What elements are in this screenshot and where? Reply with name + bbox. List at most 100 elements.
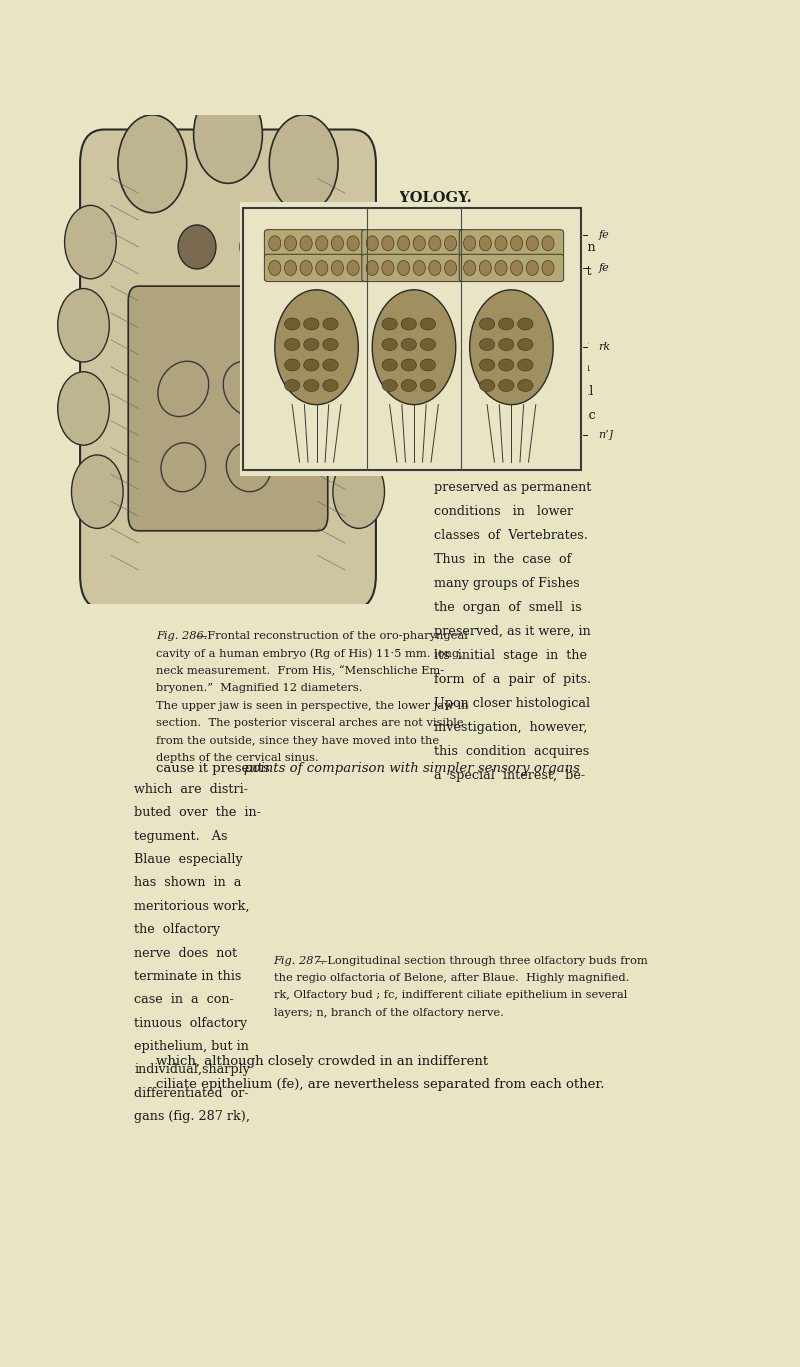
Text: fe: fe <box>598 230 609 241</box>
Ellipse shape <box>526 260 538 275</box>
Ellipse shape <box>526 235 538 250</box>
Circle shape <box>401 380 417 391</box>
Circle shape <box>71 455 123 529</box>
Circle shape <box>518 360 533 370</box>
Text: tinuous  olfactory: tinuous olfactory <box>134 1017 247 1029</box>
Ellipse shape <box>372 290 456 405</box>
Circle shape <box>479 319 494 329</box>
Ellipse shape <box>382 260 394 275</box>
Text: depths of the cervical sinus.: depths of the cervical sinus. <box>156 753 318 763</box>
Circle shape <box>304 339 319 350</box>
Ellipse shape <box>269 260 281 275</box>
Circle shape <box>333 455 385 529</box>
Circle shape <box>382 319 398 329</box>
Circle shape <box>401 339 417 350</box>
Ellipse shape <box>429 235 441 250</box>
Text: points of comparison with simpler sensory organs: points of comparison with simpler sensor… <box>245 761 580 775</box>
Circle shape <box>382 360 398 370</box>
Ellipse shape <box>284 235 297 250</box>
Circle shape <box>479 339 494 350</box>
Ellipse shape <box>463 260 476 275</box>
Text: fe: fe <box>598 262 609 273</box>
Text: form  of  a  pair  of  pits.: form of a pair of pits. <box>434 673 590 686</box>
Text: life,  in  Mammals  for: life, in Mammals for <box>434 433 576 446</box>
Text: Fig. 286.: Fig. 286. <box>156 632 207 641</box>
Ellipse shape <box>398 260 410 275</box>
Circle shape <box>420 360 435 370</box>
Circle shape <box>498 339 514 350</box>
Text: case  in  a  con-: case in a con- <box>134 994 234 1006</box>
Text: its  initial  stage  in  the: its initial stage in the <box>434 649 586 662</box>
Text: which  are  distri-: which are distri- <box>134 783 248 796</box>
Text: Blaue  especially: Blaue especially <box>134 853 243 867</box>
Circle shape <box>304 360 319 370</box>
Text: organ of smell acquires: organ of smell acquires <box>434 216 585 230</box>
Ellipse shape <box>366 235 378 250</box>
Circle shape <box>118 115 186 213</box>
Text: has  shown  in  a: has shown in a <box>134 876 242 890</box>
Text: preserved, as it were, in: preserved, as it were, in <box>434 625 590 637</box>
FancyBboxPatch shape <box>459 254 564 282</box>
Ellipse shape <box>470 290 554 405</box>
Circle shape <box>323 360 338 370</box>
Text: many groups of Fishes: many groups of Fishes <box>434 577 579 589</box>
Ellipse shape <box>495 235 507 250</box>
Text: neck measurement.  From His, “Menschliche Em-: neck measurement. From His, “Menschliche… <box>156 666 444 677</box>
Text: the  olfactory: the olfactory <box>134 923 220 936</box>
Circle shape <box>420 339 435 350</box>
Text: Upon closer histological: Upon closer histological <box>434 697 590 709</box>
Ellipse shape <box>284 260 297 275</box>
Ellipse shape <box>347 235 359 250</box>
Text: rk: rk <box>598 342 610 353</box>
Circle shape <box>285 380 300 391</box>
Text: a  special  interest,  be-: a special interest, be- <box>434 768 585 782</box>
FancyBboxPatch shape <box>362 254 466 282</box>
Text: is  then  found  that  the: is then found that the <box>434 336 589 350</box>
Text: The upper jaw is seen in perspective, the lower jaw in: The upper jaw is seen in perspective, th… <box>156 701 468 711</box>
Ellipse shape <box>445 235 457 250</box>
Text: The  study  of  the  development  of  the: The study of the development of the <box>156 216 413 230</box>
Circle shape <box>401 319 417 329</box>
Ellipse shape <box>429 260 441 275</box>
Text: differentiated  or-: differentiated or- <box>134 1087 249 1099</box>
Ellipse shape <box>300 260 312 275</box>
Text: conditions   in   lower: conditions in lower <box>434 504 573 518</box>
Text: Fig. 287.: Fig. 287. <box>274 956 325 965</box>
Text: the regio olfactoria of Belone, after Blaue.  Highly magnified.: the regio olfactoria of Belone, after Bl… <box>274 973 629 983</box>
Ellipse shape <box>510 235 522 250</box>
Text: Thus  in  the  case  of: Thus in the case of <box>434 552 571 566</box>
Circle shape <box>479 380 494 391</box>
Ellipse shape <box>382 235 394 250</box>
Ellipse shape <box>331 260 343 275</box>
Ellipse shape <box>269 235 281 250</box>
Ellipse shape <box>479 260 491 275</box>
Circle shape <box>285 360 300 370</box>
Text: from the outside, since they have moved into the: from the outside, since they have moved … <box>156 735 439 745</box>
FancyBboxPatch shape <box>362 230 466 257</box>
Text: which the organ of smell: which the organ of smell <box>434 384 593 398</box>
Circle shape <box>58 372 110 446</box>
FancyBboxPatch shape <box>264 254 369 282</box>
Ellipse shape <box>463 235 476 250</box>
Circle shape <box>479 360 494 370</box>
Text: tomical  conditions.   It: tomical conditions. It <box>434 313 582 325</box>
Circle shape <box>65 205 116 279</box>
Circle shape <box>498 360 514 370</box>
Ellipse shape <box>178 226 216 269</box>
Text: tegument.   As: tegument. As <box>134 830 227 842</box>
Text: —Frontal reconstruction of the oro-pharyngeal: —Frontal reconstruction of the oro-phary… <box>196 632 468 641</box>
Text: various  stages  through: various stages through <box>434 361 590 373</box>
Ellipse shape <box>398 235 410 250</box>
Text: section.  The posterior visceral arches are not visible: section. The posterior visceral arches a… <box>156 718 463 729</box>
Text: cause it presents: cause it presents <box>156 761 274 775</box>
Ellipse shape <box>479 235 491 250</box>
FancyBboxPatch shape <box>459 230 564 257</box>
Text: which, although closely crowded in an indifferent: which, although closely crowded in an in… <box>156 1054 488 1068</box>
Text: one  takes  into  account: one takes into account <box>434 265 591 278</box>
Ellipse shape <box>275 290 358 405</box>
Text: the  organ  of  smell  is: the organ of smell is <box>434 600 581 614</box>
FancyBboxPatch shape <box>264 230 369 257</box>
Text: —Longitudinal section through three olfactory buds from: —Longitudinal section through three olfa… <box>316 956 647 965</box>
Circle shape <box>340 205 391 279</box>
Text: classes  of  Vertebrates.: classes of Vertebrates. <box>434 529 587 541</box>
